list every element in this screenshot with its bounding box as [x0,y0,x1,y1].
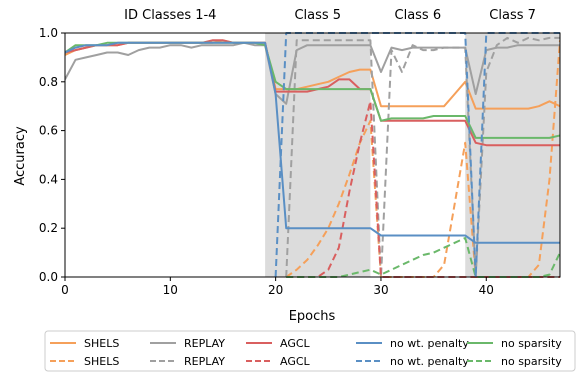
x-tick-label: 20 [268,283,283,297]
y-axis: 0.0 0.2 0.4 0.6 0.8 1.0 [39,26,65,284]
series-line-replay-dashed [285,36,560,278]
x-axis: 0 10 20 30 40 [61,277,494,297]
x-tick-label: 30 [373,283,388,297]
legend-label: REPLAY [184,337,225,350]
plot-frame [64,32,561,278]
x-tick-label: 40 [479,283,494,297]
legend-box [44,330,576,372]
legend-label: SHELS [84,337,119,350]
shaded-region-0 [265,33,371,277]
y-tick-label: 0.2 [39,221,58,235]
phase-label-1: Class 5 [294,8,341,23]
x-tick-label: 0 [61,283,69,297]
legend-label: SHELS [84,355,119,368]
y-tick-label: 0.8 [39,75,58,89]
legend-label: no sparsity [501,337,562,350]
shaded-regions [265,33,560,277]
shaded-region-1 [465,33,560,277]
series-line-replay-solid [65,41,560,105]
x-axis-label: Epochs [289,309,336,324]
legend-label: no wt. penalty [390,355,469,368]
y-tick-label: 1.0 [39,26,58,40]
legend-label: AGCL [280,337,311,350]
y-axis-label: Accuracy [13,126,28,186]
y-tick-label: 0.6 [39,124,58,138]
phase-label-2: Class 6 [395,8,442,23]
legend: SHELS SHELS REPLAY REPLAY AGCL AGCL no wt. pen… [44,330,576,372]
phase-labels: ID Classes 1-4 Class 5 Class 6 Class 7 [124,8,536,23]
legend-label: no sparsity [501,355,562,368]
phase-label-3: Class 7 [489,8,536,23]
legend-label: REPLAY [184,355,225,368]
x-tick-label: 10 [163,283,178,297]
legend-label: AGCL [280,355,311,368]
legend-label: no wt. penalty [390,337,469,350]
y-tick-label: 0.0 [39,270,58,284]
y-tick-label: 0.4 [39,172,58,186]
phase-label-0: ID Classes 1-4 [124,8,216,23]
series-line-no-wt-penalty-solid [65,41,560,244]
